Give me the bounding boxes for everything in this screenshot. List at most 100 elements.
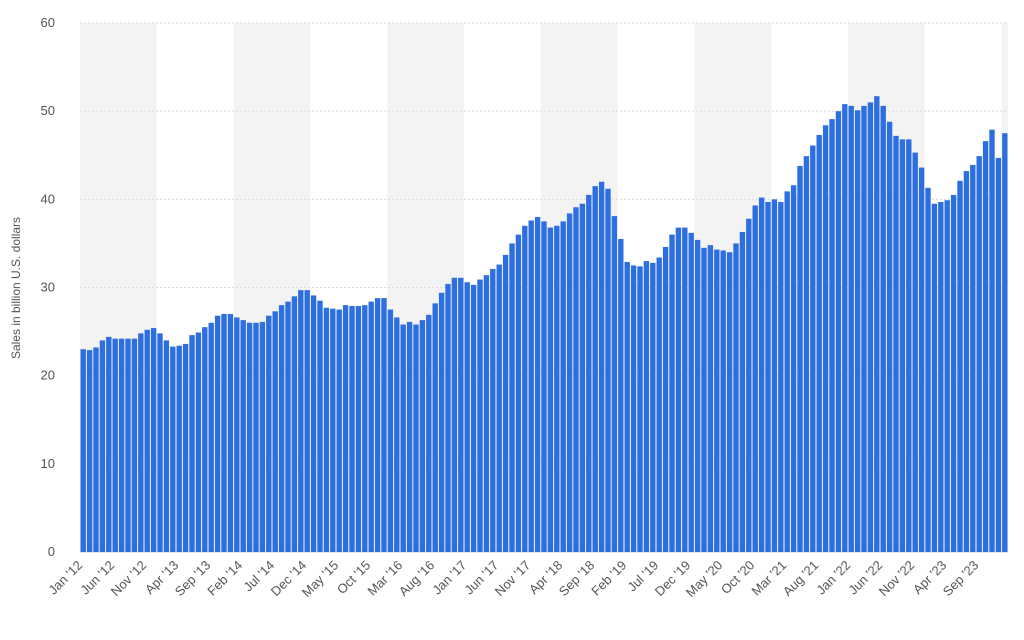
bar[interactable]: [227, 313, 234, 552]
bar[interactable]: [874, 96, 880, 552]
bar[interactable]: [208, 322, 214, 552]
bar[interactable]: [765, 201, 771, 552]
bar[interactable]: [342, 305, 349, 552]
bar[interactable]: [880, 105, 886, 553]
bar[interactable]: [714, 249, 720, 553]
bar[interactable]: [394, 317, 400, 552]
bar[interactable]: [970, 164, 976, 552]
bar[interactable]: [656, 257, 662, 552]
bar[interactable]: [253, 322, 259, 552]
bar[interactable]: [426, 314, 432, 552]
bar[interactable]: [726, 252, 733, 552]
bar[interactable]: [848, 105, 854, 553]
bar[interactable]: [451, 277, 458, 552]
bar[interactable]: [118, 338, 125, 552]
bar[interactable]: [266, 315, 272, 552]
bar[interactable]: [611, 216, 618, 552]
bar[interactable]: [650, 262, 656, 552]
bar[interactable]: [758, 197, 765, 552]
bar[interactable]: [221, 313, 227, 552]
bar[interactable]: [477, 279, 483, 552]
bar[interactable]: [720, 250, 726, 552]
bar[interactable]: [778, 201, 784, 552]
bar[interactable]: [170, 346, 176, 552]
bar[interactable]: [963, 171, 970, 552]
bar[interactable]: [662, 246, 669, 552]
bar[interactable]: [995, 157, 1002, 552]
bar[interactable]: [989, 129, 995, 552]
bar[interactable]: [317, 300, 323, 552]
bar[interactable]: [278, 305, 285, 552]
bar[interactable]: [176, 345, 182, 552]
bar[interactable]: [694, 239, 701, 552]
bar[interactable]: [246, 322, 253, 552]
bar[interactable]: [483, 275, 490, 552]
bar[interactable]: [822, 125, 829, 553]
bar[interactable]: [925, 187, 931, 552]
bar[interactable]: [893, 135, 899, 552]
bar[interactable]: [906, 139, 912, 552]
bar[interactable]: [323, 307, 330, 552]
bar[interactable]: [464, 282, 470, 552]
bar[interactable]: [368, 301, 374, 552]
bar[interactable]: [605, 188, 611, 552]
bar[interactable]: [733, 243, 739, 552]
bar[interactable]: [957, 180, 963, 552]
bar[interactable]: [445, 283, 451, 552]
bar[interactable]: [522, 225, 528, 553]
bar[interactable]: [746, 218, 752, 553]
bar[interactable]: [573, 207, 579, 553]
bar[interactable]: [298, 290, 304, 552]
bar[interactable]: [99, 340, 106, 552]
bar[interactable]: [669, 234, 675, 552]
bar[interactable]: [771, 199, 778, 553]
bar[interactable]: [643, 261, 650, 552]
bar[interactable]: [797, 165, 803, 552]
bar[interactable]: [189, 335, 195, 552]
bar[interactable]: [112, 338, 118, 552]
bar[interactable]: [810, 145, 816, 552]
bar[interactable]: [899, 139, 906, 552]
bar[interactable]: [80, 349, 86, 552]
bar[interactable]: [125, 338, 131, 552]
bar[interactable]: [867, 102, 874, 552]
bar[interactable]: [976, 156, 982, 553]
bar[interactable]: [912, 152, 918, 553]
bar[interactable]: [534, 216, 541, 552]
bar[interactable]: [675, 227, 682, 552]
bar[interactable]: [579, 203, 586, 552]
bar[interactable]: [502, 254, 509, 552]
bar[interactable]: [701, 247, 707, 552]
bar[interactable]: [829, 119, 835, 552]
bar[interactable]: [528, 220, 534, 552]
bar[interactable]: [598, 181, 605, 552]
bar[interactable]: [515, 234, 522, 552]
bar[interactable]: [592, 186, 598, 552]
bar[interactable]: [330, 308, 336, 552]
bar[interactable]: [554, 225, 560, 553]
bar[interactable]: [355, 306, 362, 552]
bar[interactable]: [349, 306, 355, 552]
bar[interactable]: [1002, 133, 1008, 553]
bar[interactable]: [106, 336, 112, 552]
bar[interactable]: [618, 239, 624, 552]
bar[interactable]: [259, 321, 266, 552]
bar[interactable]: [688, 232, 694, 552]
bar[interactable]: [195, 332, 202, 552]
bar[interactable]: [438, 292, 445, 552]
bar[interactable]: [234, 317, 240, 552]
bar[interactable]: [950, 194, 957, 553]
bar[interactable]: [202, 327, 208, 552]
bar[interactable]: [413, 324, 419, 552]
bar[interactable]: [835, 111, 842, 553]
bar[interactable]: [336, 309, 342, 552]
bar[interactable]: [458, 277, 464, 552]
bar[interactable]: [291, 296, 298, 552]
bar[interactable]: [150, 328, 157, 552]
bar[interactable]: [272, 311, 278, 552]
bar[interactable]: [803, 156, 810, 553]
bar[interactable]: [707, 245, 714, 552]
bar[interactable]: [784, 191, 790, 553]
bar[interactable]: [560, 221, 566, 552]
bar[interactable]: [304, 290, 310, 552]
